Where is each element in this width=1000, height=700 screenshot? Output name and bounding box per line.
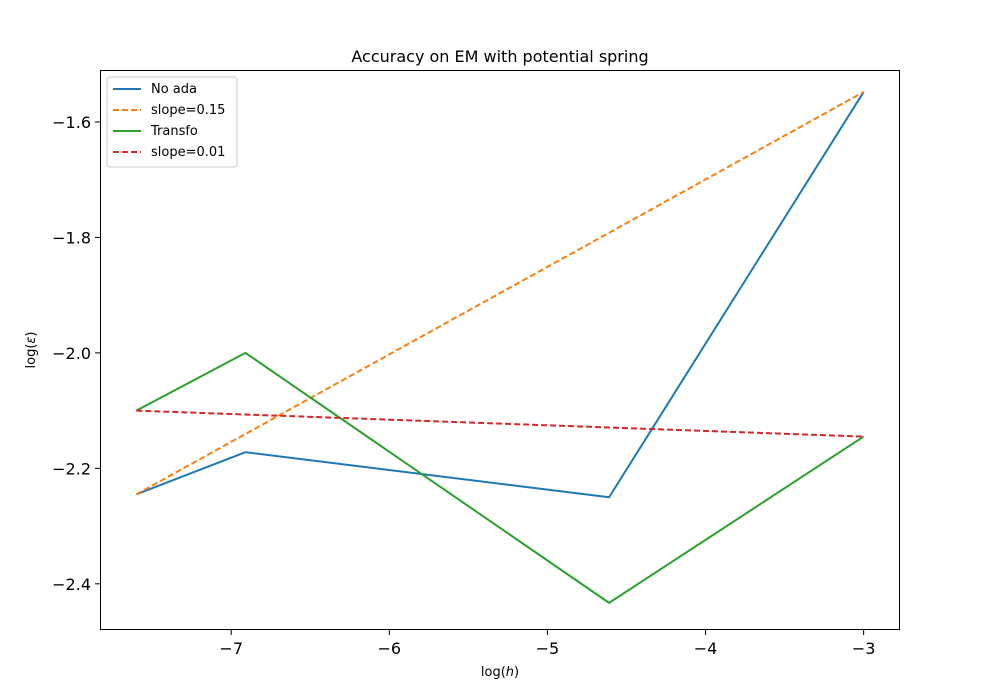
x-tick-label: −4	[694, 639, 718, 658]
legend-label-0: No ada	[151, 82, 197, 97]
chart-title: Accuracy on EM with potential spring	[351, 47, 648, 66]
y-tick-label: −2.4	[52, 575, 91, 594]
y-tick-label: −2.0	[52, 344, 91, 363]
x-tick-label: −7	[219, 639, 243, 658]
x-axis-ticks: −7 −6 −5 −4 −3	[219, 630, 875, 658]
y-tick-label: −1.6	[52, 113, 91, 132]
series-line-3	[136, 409, 864, 438]
series-line-1	[135, 91, 865, 496]
y-tick-label: −1.8	[52, 228, 91, 247]
series-layer	[135, 91, 865, 604]
legend-label-3: slope=0.01	[151, 145, 225, 160]
x-tick-label: −5	[536, 639, 560, 658]
plot-frame	[100, 70, 900, 630]
legend-box	[106, 76, 238, 168]
series-line-0	[135, 91, 865, 499]
x-tick-label: −6	[378, 639, 402, 658]
series-line-2	[135, 351, 865, 604]
legend: No ada slope=0.15 Transfo slope=0.01	[106, 76, 238, 168]
legend-label-1: slope=0.15	[151, 103, 225, 118]
x-axis-label: log(h)	[481, 665, 519, 680]
legend-label-2: Transfo	[150, 124, 198, 139]
y-axis-label: log(ε)	[24, 332, 39, 369]
y-tick-label: −2.2	[52, 459, 91, 478]
y-axis-ticks: −2.4 −2.2 −2.0 −1.8 −1.6	[52, 113, 100, 594]
x-tick-label: −3	[852, 639, 876, 658]
